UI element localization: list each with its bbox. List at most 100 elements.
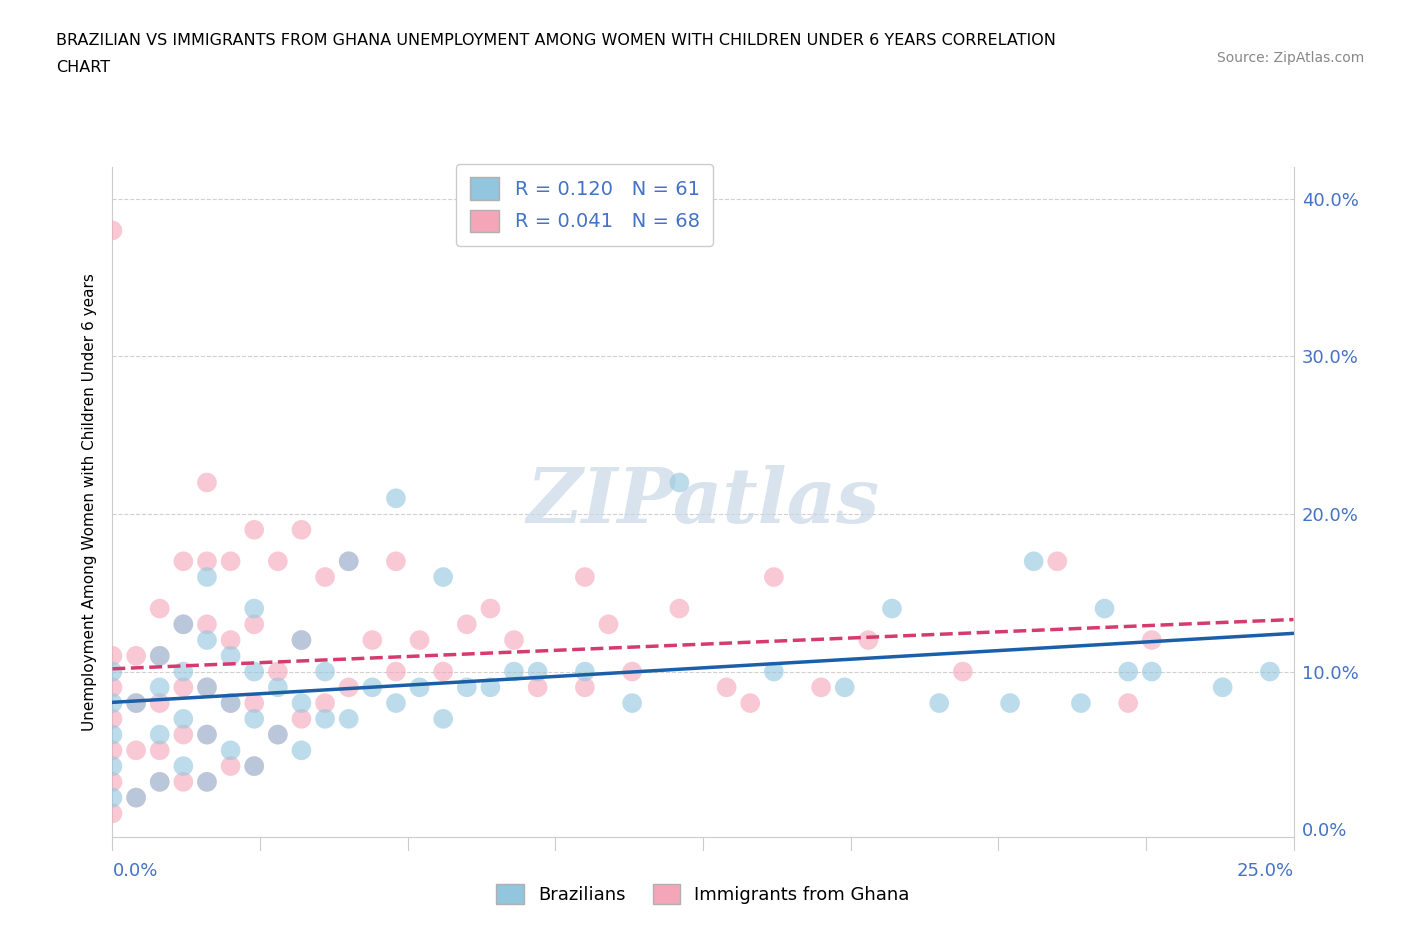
Point (385, 491, 408, 506)
Point (195, 569, 218, 584)
Point (1116, 664, 1139, 679)
Point (621, 664, 644, 679)
Point (125, 790, 148, 805)
Point (172, 554, 194, 569)
Point (172, 617, 194, 631)
Point (503, 632, 526, 647)
Point (243, 696, 266, 711)
Point (314, 696, 336, 711)
Point (195, 680, 218, 695)
Point (219, 648, 242, 663)
Point (149, 727, 172, 742)
Point (952, 664, 974, 679)
Point (219, 696, 242, 711)
Point (219, 696, 242, 711)
Point (834, 680, 856, 695)
Point (432, 664, 454, 679)
Point (243, 601, 266, 616)
Point (361, 680, 384, 695)
Point (762, 569, 785, 584)
Point (149, 648, 172, 663)
Point (361, 632, 384, 647)
Point (101, 664, 124, 679)
Point (195, 727, 218, 742)
Point (149, 696, 172, 711)
Point (337, 554, 360, 569)
Point (290, 523, 312, 538)
Point (195, 727, 218, 742)
Point (1070, 696, 1092, 711)
Point (1094, 601, 1116, 616)
Point (1140, 664, 1163, 679)
Point (290, 711, 312, 726)
Point (574, 569, 596, 584)
Point (1116, 696, 1139, 711)
Point (385, 554, 408, 569)
Point (149, 601, 172, 616)
Point (172, 727, 194, 742)
Point (668, 601, 690, 616)
Point (149, 680, 172, 695)
Point (243, 759, 266, 774)
Legend: R = 0.120   N = 61, R = 0.041   N = 68: R = 0.120 N = 61, R = 0.041 N = 68 (457, 164, 713, 246)
Point (101, 680, 124, 695)
Point (195, 775, 218, 790)
Point (101, 696, 124, 711)
Point (172, 759, 194, 774)
Point (195, 775, 218, 790)
Point (1212, 680, 1234, 695)
Point (195, 475, 218, 490)
Point (219, 554, 242, 569)
Point (1258, 664, 1281, 679)
Point (432, 711, 454, 726)
Point (858, 632, 880, 647)
Point (101, 648, 124, 663)
Point (125, 696, 148, 711)
Point (479, 680, 502, 695)
Text: CHART: CHART (56, 60, 110, 75)
Text: Source: ZipAtlas.com: Source: ZipAtlas.com (1216, 51, 1364, 65)
Point (526, 664, 548, 679)
Point (101, 711, 124, 726)
Point (998, 696, 1021, 711)
Point (101, 743, 124, 758)
Text: ZIPatlas: ZIPatlas (526, 465, 880, 539)
Point (408, 680, 430, 695)
Point (172, 617, 194, 631)
Point (125, 743, 148, 758)
Point (243, 617, 266, 631)
Point (574, 664, 596, 679)
Point (290, 743, 312, 758)
Point (479, 601, 502, 616)
Point (125, 696, 148, 711)
Point (1022, 554, 1045, 569)
Point (385, 696, 408, 711)
Point (290, 632, 312, 647)
Point (337, 711, 360, 726)
Point (101, 727, 124, 742)
Point (243, 711, 266, 726)
Point (880, 601, 903, 616)
Point (101, 790, 124, 805)
Point (101, 806, 124, 821)
Point (243, 759, 266, 774)
Point (101, 775, 124, 790)
Point (574, 680, 596, 695)
Point (314, 664, 336, 679)
Point (172, 775, 194, 790)
Text: 0.0%: 0.0% (112, 862, 157, 880)
Point (267, 554, 290, 569)
Point (456, 617, 478, 631)
Point (243, 523, 266, 538)
Text: BRAZILIAN VS IMMIGRANTS FROM GHANA UNEMPLOYMENT AMONG WOMEN WITH CHILDREN UNDER : BRAZILIAN VS IMMIGRANTS FROM GHANA UNEMP… (56, 33, 1056, 47)
Point (267, 664, 290, 679)
Point (432, 569, 454, 584)
Point (267, 727, 290, 742)
Point (408, 632, 430, 647)
Point (195, 680, 218, 695)
Point (267, 680, 290, 695)
Point (125, 648, 148, 663)
Point (219, 743, 242, 758)
Point (1140, 632, 1163, 647)
Point (290, 696, 312, 711)
